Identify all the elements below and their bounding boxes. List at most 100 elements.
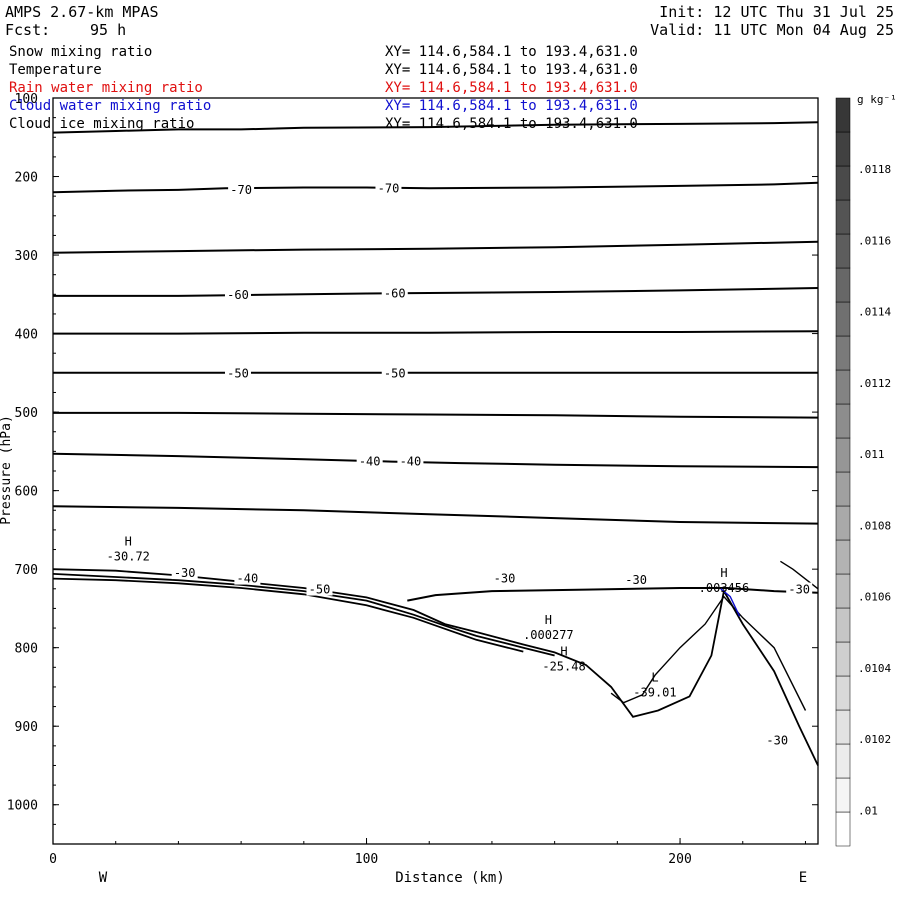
colorbar-segment	[835, 97, 851, 133]
extremum-mark: H	[125, 535, 132, 549]
colorbar-segment	[835, 505, 851, 541]
model-title: AMPS 2.67-km MPAS	[5, 3, 159, 21]
contour-label-bg	[171, 566, 198, 580]
contour-label: -50	[309, 583, 331, 597]
terrain-line-0	[52, 568, 819, 766]
contour-label: -50	[384, 367, 406, 381]
temperature-contour-1	[52, 181, 819, 194]
temperature-contour-2	[52, 240, 819, 254]
colorbar-segment	[835, 709, 851, 745]
west-label: W	[99, 870, 108, 886]
contour-label: -70	[378, 181, 400, 195]
colorbar-segment	[835, 199, 851, 235]
extremum-value: .003456	[699, 581, 750, 595]
y-axis-title: Pressure (hPa)	[0, 415, 14, 525]
extremum-mark: H	[545, 613, 552, 627]
colorbar: .01 .0102 .0104 .0106 .0108 .011 .0112 .0114 .01…	[835, 97, 891, 847]
colorbar-segment	[835, 369, 851, 405]
temperature-contour-6	[53, 411, 819, 419]
y-tick-label: 800	[15, 642, 38, 657]
contour-label-bg	[491, 571, 518, 585]
extremum-value: .000277	[523, 628, 574, 642]
colorbar-segment	[835, 471, 851, 507]
colorbar-segment	[835, 233, 851, 269]
contour-label-bg	[306, 582, 333, 596]
colorbar-label: .0102	[858, 733, 891, 746]
extremum-mark: L	[651, 670, 658, 684]
extremum-mark: H	[560, 644, 567, 658]
y-tick-label: 900	[15, 720, 38, 735]
mixing-ratio-line-2	[780, 560, 819, 590]
field-range-rain: XY= 114.6,584.1 to 193.4,631.0	[385, 80, 638, 96]
forecast-value: 95 h	[90, 21, 127, 39]
x-tick-label: 0	[49, 852, 57, 867]
x-tick-label: 200	[668, 852, 691, 867]
contour-label-bg	[234, 571, 261, 585]
forecast-label: Fcst:	[5, 21, 51, 39]
field-range-temperature: XY= 114.6,584.1 to 193.4,631.0	[385, 62, 638, 78]
contour-label: -30	[788, 583, 810, 597]
contour-label-bg	[224, 288, 251, 302]
extremum-value: -39.01	[633, 685, 676, 699]
temperature-contour-4	[53, 330, 819, 335]
contour-label: -40	[400, 455, 422, 469]
temperature-contour-0	[52, 121, 819, 134]
contour-label-bg	[375, 181, 402, 195]
x-tick-label: 100	[355, 852, 378, 867]
contour-label-bg	[381, 286, 408, 300]
colorbar-label: .0114	[858, 306, 891, 319]
contour-label-bg	[623, 573, 650, 587]
east-label: E	[799, 870, 807, 886]
colorbar-unit: g kg⁻¹	[857, 93, 897, 106]
colorbar-label: .0116	[858, 234, 891, 247]
colorbar-label: .01	[858, 804, 878, 817]
colorbar-segment	[835, 675, 851, 711]
terrain-line-2	[52, 577, 524, 653]
mixing-ratio-line-1	[720, 588, 741, 617]
contour-label-bg	[356, 454, 383, 468]
contour-label: -30	[174, 566, 196, 580]
colorbar-segment	[835, 403, 851, 439]
colorbar-label: .0108	[858, 519, 891, 532]
y-tick-label: 700	[15, 563, 38, 578]
colorbar-segment	[835, 267, 851, 303]
y-tick-label: 400	[15, 328, 38, 343]
contour-label-bg	[397, 454, 424, 468]
colorbar-label: .011	[858, 448, 885, 461]
axes-layer: 100 200 300 400 500 600 700 800 900 1000 0 100 200	[7, 92, 818, 867]
contour-label-bg	[381, 366, 408, 380]
y-tick-label: 300	[15, 249, 38, 264]
colorbar-label: .0106	[858, 591, 891, 604]
contour-label-bg	[764, 733, 791, 747]
colorbar-segment	[835, 743, 851, 779]
colorbar-segment	[835, 437, 851, 473]
contour-label: -50	[227, 367, 249, 381]
colorbar-segment	[835, 335, 851, 371]
contour-label-bg	[224, 366, 251, 380]
colorbar-label: .0104	[858, 662, 891, 675]
colorbar-segment	[835, 131, 851, 167]
colorbar-segment	[835, 811, 851, 847]
contour-label: -60	[227, 288, 249, 302]
terrain-line-1	[52, 573, 555, 657]
valid-time: Valid: 11 UTC Mon 04 Aug 25	[650, 21, 894, 39]
extremum-value: -30.72	[107, 550, 150, 564]
contour-label: -40	[359, 455, 381, 469]
contour-label: -30	[766, 733, 788, 747]
colorbar-label: .0112	[858, 377, 891, 390]
colorbar-segment	[835, 539, 851, 575]
field-name-snow: Snow mixing ratio	[9, 44, 153, 60]
extremum-value: -25.48	[542, 659, 585, 673]
field-name-rain: Rain water mixing ratio	[9, 80, 203, 96]
temperature-contour-9	[407, 587, 819, 602]
colorbar-segment	[835, 573, 851, 609]
contour-label: -30	[625, 573, 647, 587]
contour-label: -30	[494, 572, 516, 586]
y-tick-label: 1000	[7, 799, 38, 814]
field-name-cloud-ice: Cloud ice mixing ratio	[9, 116, 195, 132]
y-tick-label: 600	[15, 485, 38, 500]
temperature-contour-3	[53, 287, 819, 297]
contour-label: -60	[384, 287, 406, 301]
contour-layer	[52, 121, 819, 766]
